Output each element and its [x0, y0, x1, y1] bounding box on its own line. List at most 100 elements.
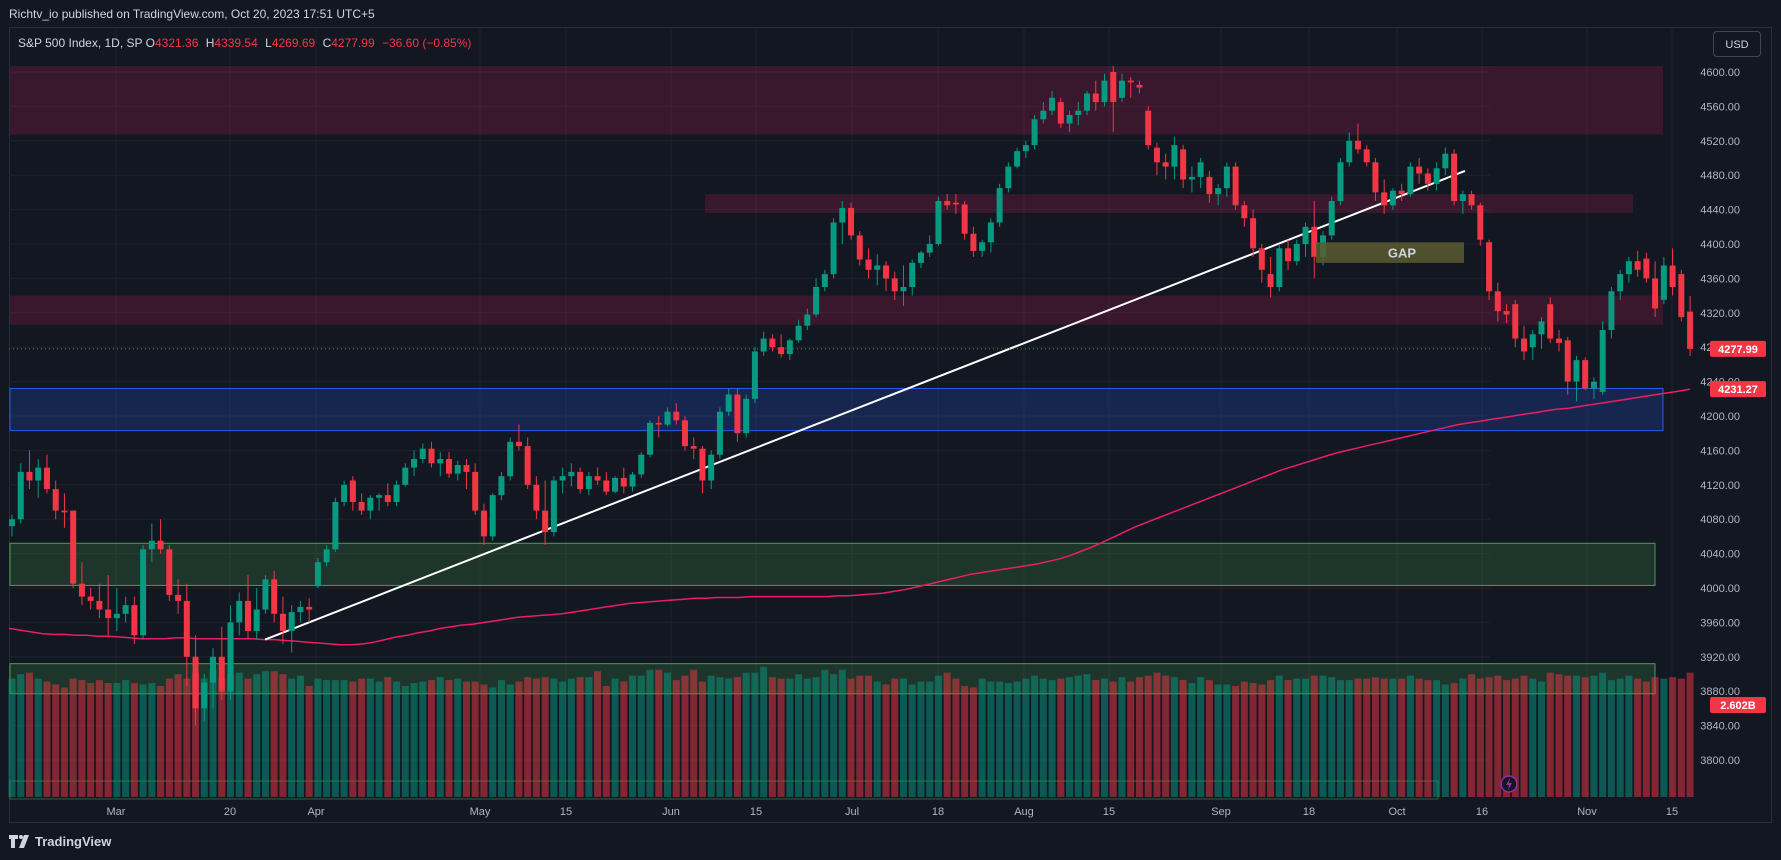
candle-body: [1433, 168, 1440, 184]
volume-bar: [567, 678, 575, 797]
candle-body: [1381, 192, 1388, 206]
candle-body: [1215, 188, 1222, 195]
volume-bar: [1118, 677, 1126, 797]
candle-body: [279, 613, 286, 631]
candle: [725, 388, 732, 416]
volume-bar: [393, 681, 401, 797]
candle: [262, 575, 269, 614]
candle-body: [1669, 265, 1676, 287]
candle-body: [751, 351, 758, 399]
candle-body: [1477, 205, 1484, 240]
volume-bar: [707, 675, 715, 797]
candle-body: [716, 411, 723, 455]
volume-bar: [602, 686, 610, 797]
candle: [769, 334, 776, 352]
volume-bar: [926, 681, 934, 797]
candle: [830, 218, 837, 279]
volume-bar: [996, 681, 1004, 797]
candle: [577, 467, 584, 494]
candle: [690, 437, 697, 459]
candle-body: [26, 471, 33, 481]
volume-bar: [1468, 674, 1476, 797]
candle: [1188, 166, 1195, 193]
candle: [122, 596, 129, 623]
volume-bar: [1092, 680, 1100, 797]
candle-body: [1363, 149, 1370, 163]
y-tick-label: 4080.00: [1700, 514, 1740, 526]
x-tick-label: Apr: [307, 806, 324, 818]
candle-body: [1031, 119, 1038, 146]
candle: [821, 269, 828, 292]
candle-body: [769, 338, 776, 348]
volume-bar: [768, 677, 776, 797]
candle-body: [1687, 311, 1694, 349]
candle: [533, 476, 540, 520]
candle-body: [804, 314, 811, 326]
candle: [507, 437, 514, 481]
candle: [61, 493, 68, 528]
volume-bar: [1450, 683, 1458, 797]
candle-body: [332, 502, 339, 550]
volume-bar: [1616, 678, 1624, 797]
volume-bar: [1074, 675, 1082, 797]
candle: [1486, 239, 1493, 300]
candle: [1022, 140, 1029, 158]
candle-body: [78, 583, 85, 597]
candle-body: [1197, 162, 1204, 177]
candle: [1136, 80, 1143, 94]
candle-body: [708, 454, 715, 481]
candle: [891, 271, 898, 300]
tradingview-brand[interactable]: TradingView: [9, 834, 111, 849]
candle: [105, 575, 112, 636]
candle-body: [795, 325, 802, 341]
candle-body: [446, 459, 452, 474]
candle-body: [1503, 311, 1510, 315]
candle: [1075, 102, 1082, 126]
candle: [1311, 201, 1318, 279]
low-label: L: [265, 36, 272, 50]
volume-bar: [1424, 680, 1432, 797]
volume-bar: [8, 678, 16, 797]
candles: [9, 65, 1694, 726]
candle-body: [1022, 145, 1029, 152]
candle-body: [647, 422, 654, 455]
candle: [751, 347, 758, 404]
volume-bar: [288, 678, 296, 797]
candle-body: [1582, 360, 1589, 389]
candle-body: [1188, 176, 1195, 180]
candle-body: [87, 596, 94, 601]
currency-button[interactable]: USD: [1713, 31, 1761, 57]
volume-bar: [934, 675, 942, 797]
candle: [1424, 168, 1431, 191]
candle: [987, 218, 994, 253]
candle-body: [786, 340, 793, 355]
volume-bar: [1319, 675, 1327, 797]
candle-body: [673, 411, 680, 421]
candle-body: [935, 201, 942, 244]
candle: [332, 497, 339, 552]
candle-body: [61, 510, 68, 513]
candle-body: [1372, 162, 1379, 193]
candle-body: [1652, 278, 1659, 309]
candle-body: [70, 510, 77, 584]
candle-body: [515, 441, 522, 447]
candle-body: [1180, 149, 1187, 180]
candle: [900, 265, 907, 306]
candle: [1512, 299, 1519, 348]
y-tick-label: 4040.00: [1700, 549, 1740, 561]
volume-bar: [1188, 683, 1196, 797]
volume-bar: [95, 680, 103, 797]
volume-bar: [1240, 681, 1248, 797]
volume-bar: [1293, 678, 1301, 797]
candle-body: [568, 471, 575, 477]
y-tick-label: 4160.00: [1700, 445, 1740, 457]
x-tick-label: 18: [1303, 806, 1315, 818]
candle-body: [402, 467, 409, 485]
candle: [1267, 256, 1274, 298]
candle: [681, 416, 688, 451]
candle-body: [1354, 140, 1361, 150]
candle-body: [900, 287, 907, 292]
volume-bar: [672, 680, 680, 797]
candle-body: [603, 480, 610, 492]
